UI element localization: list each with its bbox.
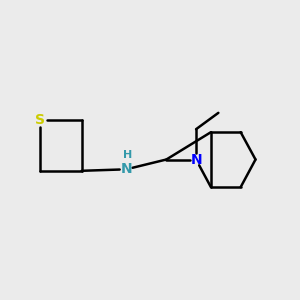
Text: N: N — [190, 152, 202, 167]
Text: N: N — [120, 162, 132, 176]
Text: S: S — [35, 113, 45, 127]
Text: H: H — [123, 150, 132, 160]
